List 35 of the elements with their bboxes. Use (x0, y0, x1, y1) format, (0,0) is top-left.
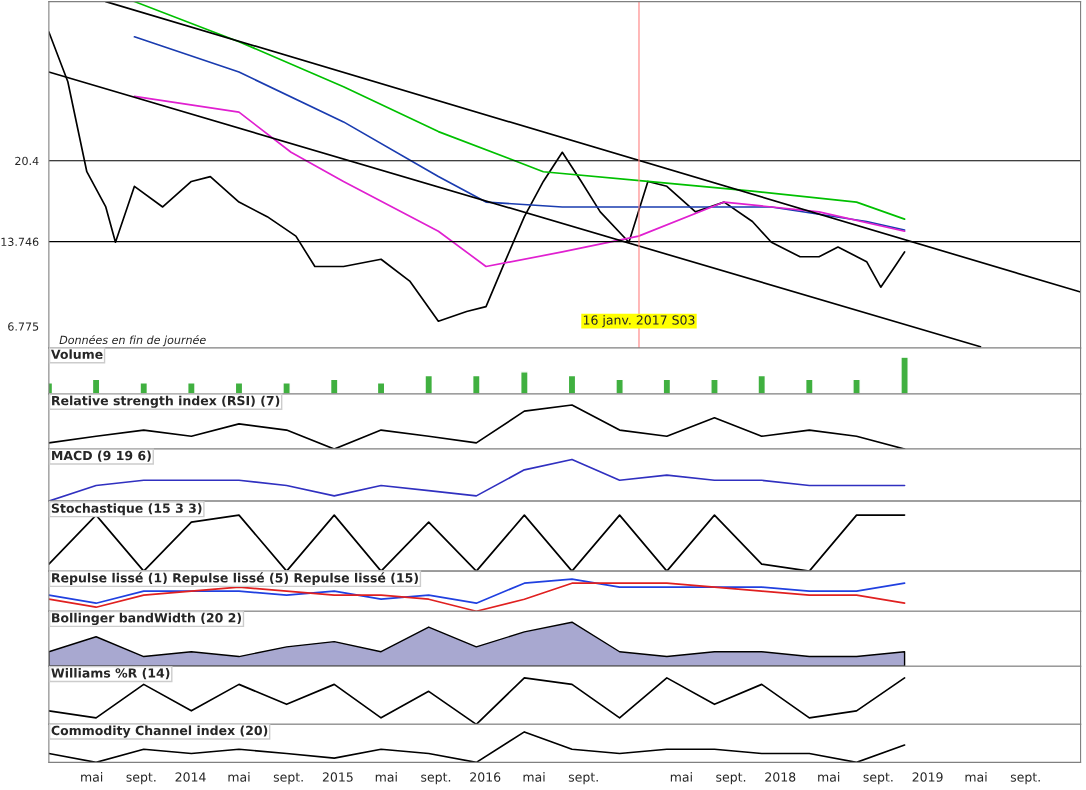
x-tick-label: sept. (126, 772, 156, 785)
chart-title: Repulse lissé (1) Repulse lissé (5) Repulse lissé (15) (52, 572, 418, 585)
x-tick-label: 2016 (470, 772, 501, 782)
x-tick-label: mai (81, 772, 103, 782)
annotation: Données en fin de journée (59, 335, 206, 347)
x-tick-label: mai (670, 772, 692, 782)
x-tick-label: 2019 (912, 772, 943, 782)
chart-title: Bollinger bandWidth (20 2) (52, 612, 242, 626)
ref-line-label: 16 janv. 2017 S03 (583, 315, 695, 328)
x-tick-label: sept. (1010, 772, 1040, 785)
line-series (133, 35, 906, 231)
x-tick-label: mai (965, 772, 987, 782)
x-tick-label: 2018 (765, 772, 796, 782)
x-tick-label: sept. (568, 772, 598, 785)
chart-title: Volume (50, 349, 103, 359)
line-series (133, 95, 906, 268)
x-tick-label: 2014 (175, 772, 206, 782)
y-tick-label: 20.4 (15, 156, 39, 166)
x-tick-label: mai (228, 772, 250, 782)
chart-title: MACD (9 19 6) (52, 450, 151, 462)
x-tick-label: mai (375, 772, 397, 782)
chart-title: Stochastique (15 3 3) (51, 503, 202, 516)
x-tick-label: sept. (716, 772, 746, 785)
x-tick-label: sept. (421, 772, 451, 785)
y-tick-label: 13.746 (1, 237, 39, 247)
line-series (133, 1, 906, 220)
chart-title: Commodity Channel index (20) (51, 725, 268, 738)
x-tick-label: sept. (273, 772, 303, 785)
x-tick-label: sept. (863, 772, 893, 785)
chart-title: Relative strength index (RSI) (7) (52, 395, 280, 408)
x-tick-label: mai (523, 772, 545, 782)
x-tick-label: 2015 (322, 772, 353, 782)
chart-title: Williams %R (14) (51, 667, 170, 680)
y-tick-label: 6.775 (8, 322, 39, 331)
x-tick-label: mai (818, 772, 840, 782)
